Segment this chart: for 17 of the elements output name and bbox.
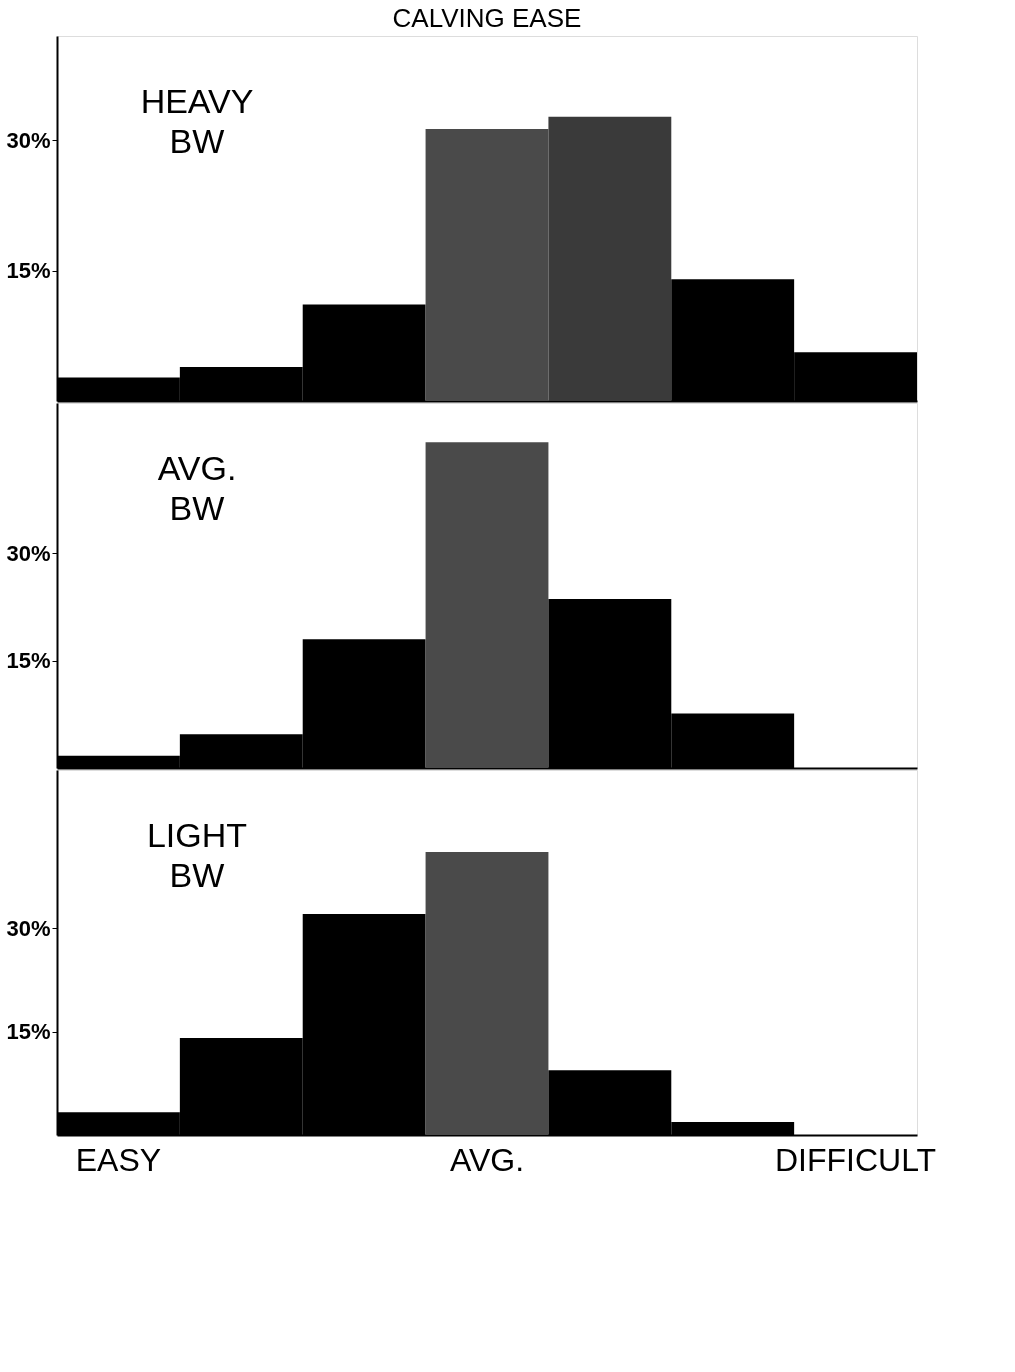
- bar: [425, 128, 549, 401]
- y-tick-label: 15%: [6, 648, 51, 674]
- x-tick-label: EASY: [75, 1141, 162, 1178]
- y-tick-label: 30%: [6, 540, 51, 566]
- bar: [548, 116, 672, 401]
- y-tick-label: 15%: [6, 1019, 51, 1045]
- y-tick-label: 30%: [6, 915, 51, 941]
- y-tick-label: 30%: [6, 127, 51, 153]
- y-tick-label: 15%: [6, 258, 51, 284]
- annotation: AVG. BW: [157, 449, 237, 527]
- bar: [425, 442, 549, 768]
- x-tick-label: AVG.: [449, 1141, 525, 1178]
- bar: [425, 851, 549, 1135]
- annotation: LIGHT BW: [146, 816, 248, 894]
- annotation: HEAVY BW: [140, 82, 254, 160]
- chart-title: CALVING EASE: [392, 3, 582, 33]
- x-tick-label: DIFFICULT: [774, 1141, 937, 1178]
